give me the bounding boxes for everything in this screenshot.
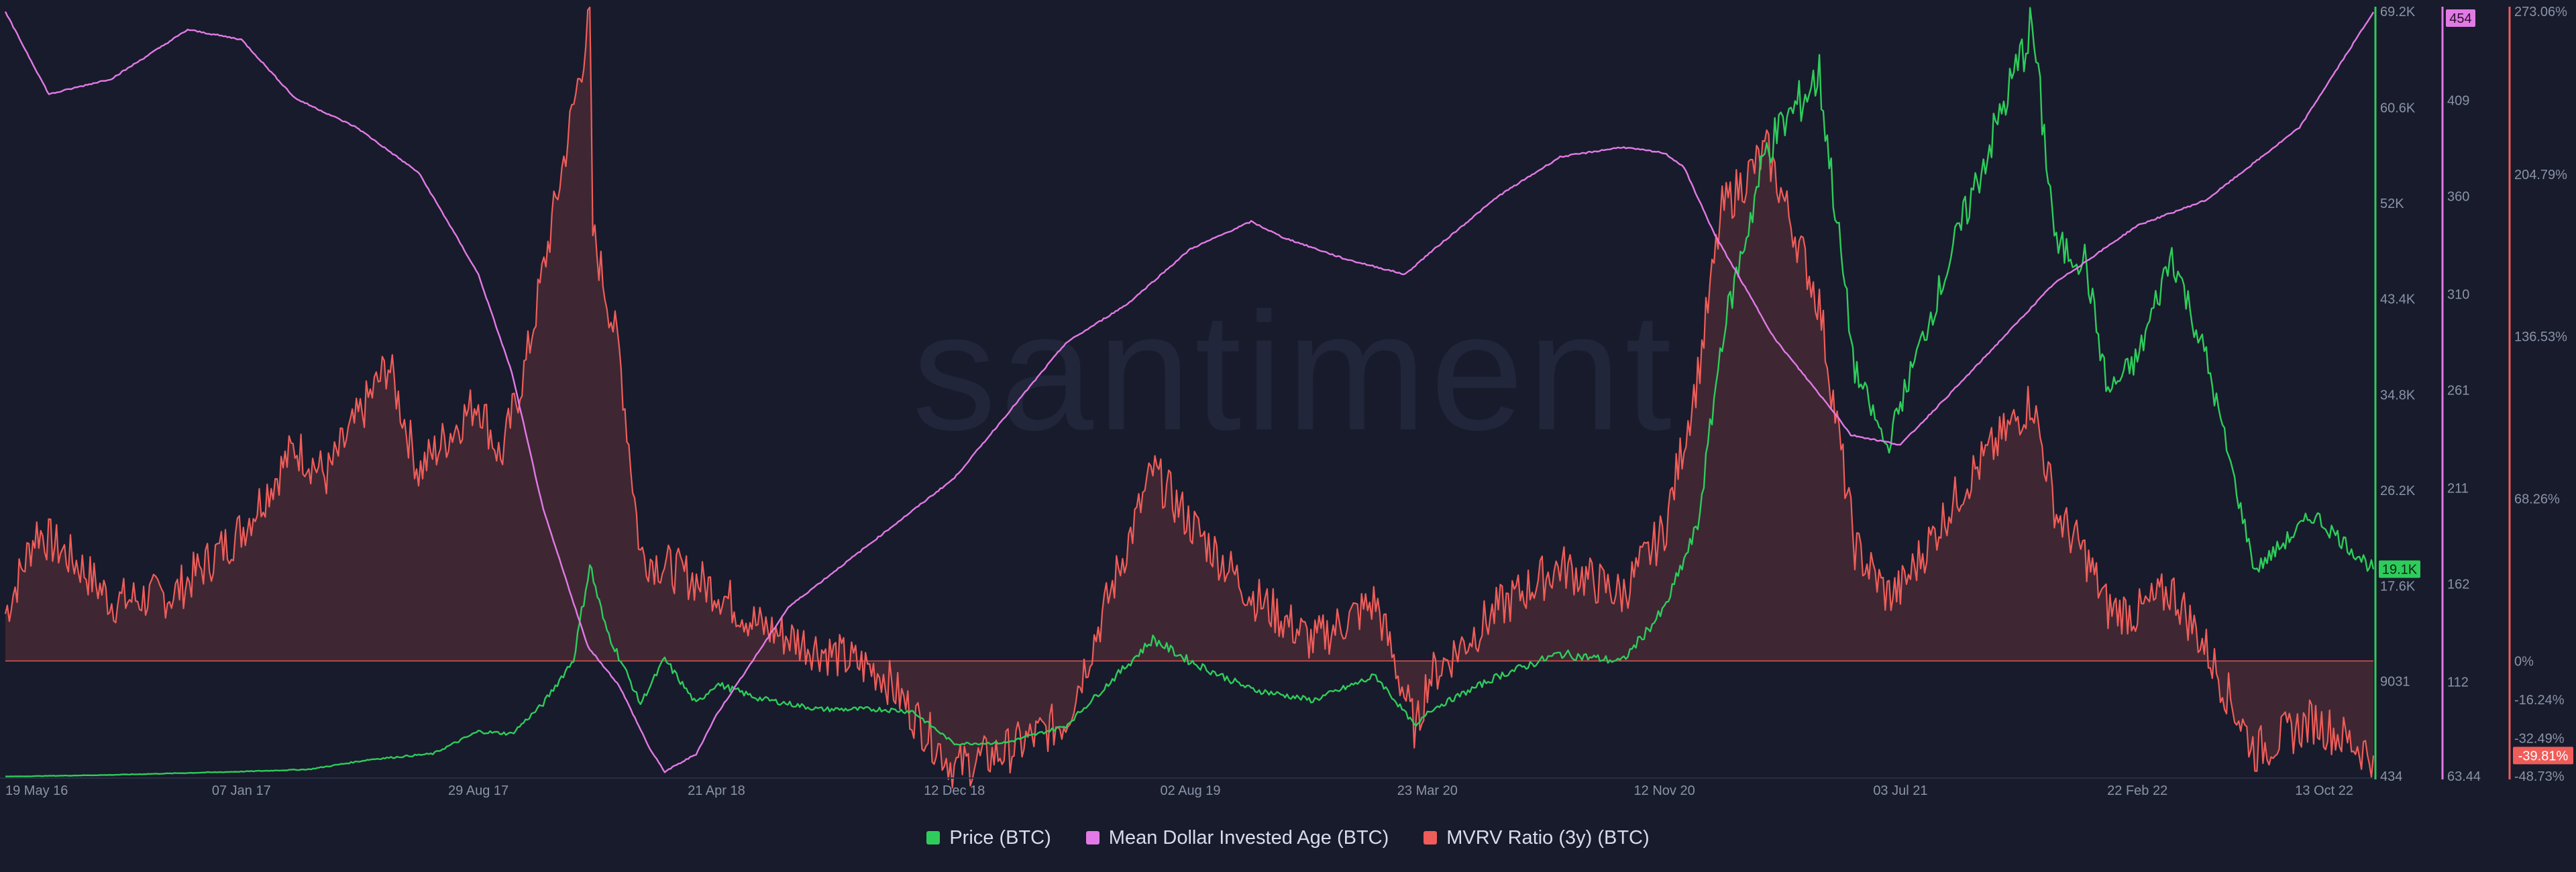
mvrv-axis-tick: 273.06% xyxy=(2514,5,2567,19)
x-tick-label: 22 Feb 22 xyxy=(2107,783,2167,798)
mvrv-axis-tick: 68.26% xyxy=(2514,492,2560,507)
price-axis-tick: 34.8K xyxy=(2380,388,2416,402)
price-current-tag-bg xyxy=(2379,560,2420,578)
mvrv-current-tag: -39.81% xyxy=(2518,749,2569,763)
mdia-series-line xyxy=(4,11,2375,773)
price-axis-tick: 52K xyxy=(2380,197,2404,211)
price-axis-tick: 9031 xyxy=(2380,674,2410,689)
mdia-axis-tick: 310 xyxy=(2447,287,2469,302)
mdia-axis-tick: 261 xyxy=(2447,383,2469,398)
x-tick-label: 21 Apr 18 xyxy=(688,783,745,798)
chart-legend: Price (BTC) Mean Dollar Invested Age (BT… xyxy=(0,821,2576,855)
legend-item-price[interactable]: Price (BTC) xyxy=(926,827,1051,849)
legend-label-mvrv: MVRV Ratio (3y) (BTC) xyxy=(1446,826,1650,849)
legend-item-mvrv[interactable]: MVRV Ratio (3y) (BTC) xyxy=(1424,826,1650,849)
price-axis-tick: 17.6K xyxy=(2380,579,2416,594)
mvrv-axis-tick: -32.49% xyxy=(2514,731,2565,746)
legend-label-mdia: Mean Dollar Invested Age (BTC) xyxy=(1108,826,1389,849)
mvrv-series-line xyxy=(4,6,2375,789)
mdia-axis-tick: 162 xyxy=(2447,577,2469,592)
legend-swatch-price xyxy=(926,831,941,844)
x-tick-label: 12 Nov 20 xyxy=(1634,783,1695,798)
mvrv-axis-tick: 136.53% xyxy=(2514,330,2567,345)
mvrv-axis-tick: -48.73% xyxy=(2514,769,2565,784)
mdia-axis-tick: 63.44 xyxy=(2447,769,2481,784)
x-tick-label: 02 Aug 19 xyxy=(1160,783,1220,798)
mvrv-area xyxy=(5,7,2373,788)
mdia-current-tag: 454 xyxy=(2449,11,2471,26)
price-axis-tick: 60.6K xyxy=(2380,101,2416,116)
mdia-axis-tick: 112 xyxy=(2447,675,2469,690)
price-axis-tick: 26.2K xyxy=(2380,484,2416,498)
price-current-tag: 19.1K xyxy=(2382,563,2418,578)
x-tick-label: 23 Mar 20 xyxy=(1397,783,1458,798)
price-series-line xyxy=(5,7,2375,777)
mdia-axis-tick: 409 xyxy=(2447,93,2469,108)
santiment-watermark: santiment xyxy=(912,278,1676,465)
legend-swatch-mvrv xyxy=(1424,831,1438,844)
x-tick-label: 19 May 16 xyxy=(5,783,68,798)
mdia-axis-tick: 211 xyxy=(2447,481,2469,496)
mvrv-axis-tick: -16.24% xyxy=(2514,693,2565,708)
legend-swatch-mdia xyxy=(1085,831,1099,844)
price-axis-tick: 43.4K xyxy=(2380,292,2416,307)
x-tick-label: 29 Aug 17 xyxy=(448,783,508,798)
mdia-axis-tick: 360 xyxy=(2447,189,2469,204)
x-tick-label: 03 Jul 21 xyxy=(1873,783,1927,798)
x-tick-label: 12 Dec 18 xyxy=(924,783,985,798)
x-tick-label: 13 Oct 22 xyxy=(2295,783,2353,798)
x-tick-label: 07 Jan 17 xyxy=(212,783,271,798)
price-axis-tick: 434 xyxy=(2380,769,2402,784)
mdia-current-tag-bg xyxy=(2446,9,2475,27)
price-axis-tick: 69.2K xyxy=(2380,5,2416,19)
mvrv-axis-tick: 0% xyxy=(2514,654,2534,669)
mvrv-axis-tick: 204.79% xyxy=(2514,168,2567,182)
mvrv-current-tag-bg xyxy=(2513,747,2573,765)
legend-label-price: Price (BTC) xyxy=(949,826,1051,849)
legend-item-mdia[interactable]: Mean Dollar Invested Age (BTC) xyxy=(1085,826,1389,849)
